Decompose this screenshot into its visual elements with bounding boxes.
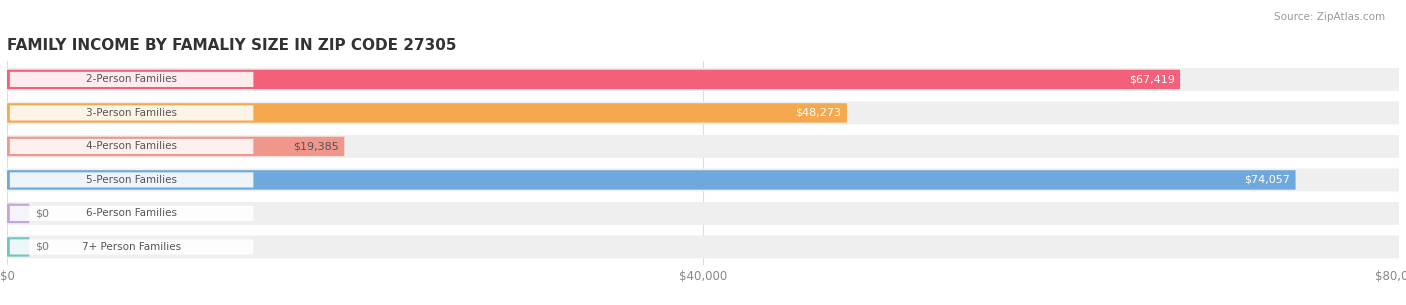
Text: $48,273: $48,273 xyxy=(796,108,841,118)
FancyBboxPatch shape xyxy=(7,169,1399,191)
FancyBboxPatch shape xyxy=(7,103,846,123)
FancyBboxPatch shape xyxy=(10,139,253,154)
FancyBboxPatch shape xyxy=(10,206,253,221)
FancyBboxPatch shape xyxy=(10,105,253,120)
FancyBboxPatch shape xyxy=(7,137,344,156)
Text: FAMILY INCOME BY FAMALIY SIZE IN ZIP CODE 27305: FAMILY INCOME BY FAMALIY SIZE IN ZIP COD… xyxy=(7,38,457,53)
FancyBboxPatch shape xyxy=(7,202,1399,225)
Text: 5-Person Families: 5-Person Families xyxy=(86,175,177,185)
Text: 6-Person Families: 6-Person Families xyxy=(86,208,177,218)
Text: Source: ZipAtlas.com: Source: ZipAtlas.com xyxy=(1274,12,1385,22)
Text: $0: $0 xyxy=(35,242,49,252)
FancyBboxPatch shape xyxy=(10,72,253,87)
FancyBboxPatch shape xyxy=(7,68,1399,91)
Text: 2-Person Families: 2-Person Families xyxy=(86,74,177,84)
Text: 3-Person Families: 3-Person Families xyxy=(86,108,177,118)
Text: 7+ Person Families: 7+ Person Families xyxy=(82,242,181,252)
Text: $19,385: $19,385 xyxy=(292,142,339,151)
Text: 4-Person Families: 4-Person Families xyxy=(86,142,177,151)
FancyBboxPatch shape xyxy=(7,170,1295,190)
FancyBboxPatch shape xyxy=(7,135,1399,158)
FancyBboxPatch shape xyxy=(7,204,30,223)
Text: $0: $0 xyxy=(35,208,49,218)
Text: $67,419: $67,419 xyxy=(1129,74,1174,84)
FancyBboxPatch shape xyxy=(10,239,253,254)
FancyBboxPatch shape xyxy=(7,237,30,257)
FancyBboxPatch shape xyxy=(10,172,253,188)
FancyBboxPatch shape xyxy=(7,102,1399,124)
Text: $74,057: $74,057 xyxy=(1244,175,1289,185)
FancyBboxPatch shape xyxy=(7,70,1180,89)
FancyBboxPatch shape xyxy=(7,235,1399,258)
